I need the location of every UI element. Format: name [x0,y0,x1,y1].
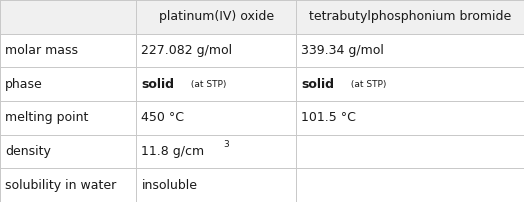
Text: phase: phase [5,78,43,91]
Bar [0,34,524,67]
Text: (at STP): (at STP) [188,80,226,89]
Text: density: density [5,145,51,158]
Text: (at STP): (at STP) [348,80,386,89]
Bar [0,168,524,202]
Text: platinum(IV) oxide: platinum(IV) oxide [159,10,274,23]
Text: tetrabutylphosphonium bromide: tetrabutylphosphonium bromide [309,10,511,23]
Text: 101.5 °C: 101.5 °C [301,111,356,124]
Text: 339.34 g/mol: 339.34 g/mol [301,44,384,57]
Text: melting point: melting point [5,111,89,124]
Text: 227.082 g/mol: 227.082 g/mol [141,44,233,57]
Text: insoluble: insoluble [141,179,198,192]
Text: solid: solid [301,78,334,91]
Text: solid: solid [141,78,174,91]
Bar [0,135,524,168]
Bar [0,67,524,101]
Bar [0,101,524,135]
Text: 3: 3 [223,140,228,149]
Text: molar mass: molar mass [5,44,78,57]
Text: 450 °C: 450 °C [141,111,184,124]
Bar [0,0,524,34]
Text: 11.8 g/cm: 11.8 g/cm [141,145,204,158]
Text: solubility in water: solubility in water [5,179,116,192]
